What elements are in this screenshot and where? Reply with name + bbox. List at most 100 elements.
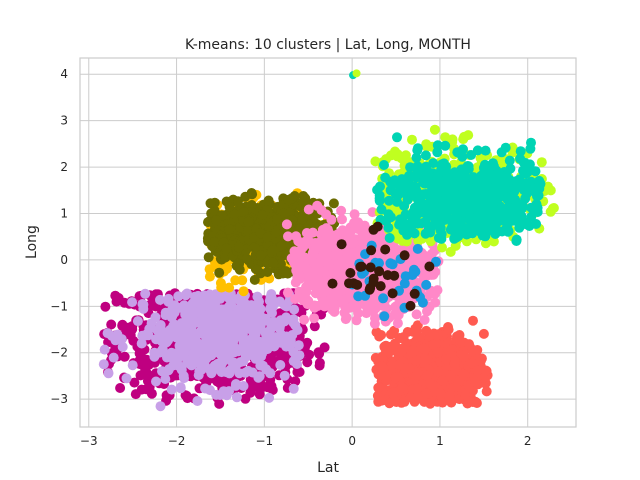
- data-point: [163, 296, 174, 307]
- data-point: [151, 376, 161, 387]
- data-point: [376, 352, 387, 363]
- data-point: [444, 391, 455, 401]
- data-point: [392, 151, 403, 162]
- data-point: [298, 295, 309, 306]
- data-point: [317, 284, 328, 295]
- data-point: [127, 360, 138, 371]
- data-point: [429, 124, 440, 135]
- data-point: [373, 382, 384, 393]
- data-point: [303, 204, 314, 215]
- data-point: [108, 352, 119, 363]
- data-point: [279, 370, 290, 381]
- data-point: [155, 294, 165, 305]
- data-point: [267, 245, 278, 256]
- data-point: [463, 130, 474, 141]
- data-point: [170, 348, 181, 359]
- data-point: [458, 369, 469, 380]
- data-point: [422, 370, 433, 381]
- data-point: [233, 242, 244, 253]
- data-point: [454, 335, 465, 346]
- data-point: [199, 354, 210, 365]
- data-point: [333, 263, 344, 274]
- data-point: [292, 367, 303, 377]
- data-point: [432, 285, 443, 296]
- data-point: [257, 210, 268, 220]
- data-point: [314, 348, 325, 359]
- data-point: [275, 360, 286, 370]
- data-point: [351, 303, 362, 314]
- data-point: [240, 367, 251, 378]
- data-point: [280, 266, 291, 277]
- data-point: [249, 274, 260, 285]
- data-point: [248, 327, 259, 338]
- data-point: [437, 242, 447, 253]
- data-point: [110, 290, 121, 301]
- data-point: [240, 393, 251, 404]
- data-point: [281, 350, 291, 361]
- data-point: [221, 388, 232, 399]
- data-point: [216, 282, 227, 293]
- data-point: [232, 294, 242, 305]
- data-point: [283, 231, 293, 242]
- data-point: [412, 383, 423, 394]
- data-point: [117, 319, 128, 330]
- data-point: [224, 224, 235, 235]
- data-point: [136, 384, 147, 395]
- data-point: [134, 348, 145, 359]
- data-point: [262, 232, 273, 243]
- data-point: [188, 316, 199, 326]
- data-point: [179, 338, 190, 349]
- data-point: [209, 328, 220, 339]
- data-point: [255, 250, 266, 261]
- data-point: [307, 248, 318, 258]
- data-point: [301, 228, 312, 238]
- data-point: [144, 323, 155, 334]
- data-point: [168, 360, 179, 371]
- data-point: [180, 390, 191, 401]
- data-point: [155, 401, 166, 412]
- data-point: [283, 194, 294, 205]
- data-point: [163, 335, 174, 346]
- data-point: [205, 198, 216, 209]
- data-point: [435, 388, 446, 398]
- data-point: [536, 157, 547, 168]
- data-point: [293, 340, 304, 351]
- data-point: [175, 382, 186, 393]
- data-point: [319, 295, 330, 306]
- data-point: [255, 311, 266, 322]
- data-point: [106, 319, 117, 330]
- data-point: [310, 238, 321, 248]
- data-point: [264, 295, 275, 306]
- data-point: [336, 205, 347, 216]
- data-point: [246, 349, 257, 360]
- data-point: [323, 258, 334, 269]
- data-point: [270, 227, 281, 238]
- data-point: [419, 314, 430, 325]
- data-point: [238, 286, 249, 297]
- data-point: [99, 344, 110, 355]
- data-point: [102, 328, 113, 339]
- data-point: [238, 381, 249, 391]
- data-point: [257, 360, 268, 371]
- data-point: [119, 297, 130, 308]
- data-point: [410, 371, 421, 382]
- data-point: [379, 160, 389, 170]
- data-point: [309, 313, 320, 324]
- data-point: [263, 195, 274, 206]
- data-point: [254, 296, 264, 307]
- data-point: [399, 396, 410, 407]
- data-point: [390, 372, 401, 383]
- data-point: [384, 233, 395, 243]
- data-point: [236, 330, 247, 341]
- data-point: [112, 329, 123, 340]
- data-point: [412, 326, 422, 337]
- data-point: [384, 398, 395, 409]
- data-point: [274, 296, 285, 307]
- data-point: [219, 343, 230, 354]
- data-point: [127, 297, 138, 308]
- data-point: [361, 301, 372, 311]
- data-point: [189, 291, 200, 302]
- data-points: [98, 69, 559, 412]
- data-point: [220, 330, 231, 341]
